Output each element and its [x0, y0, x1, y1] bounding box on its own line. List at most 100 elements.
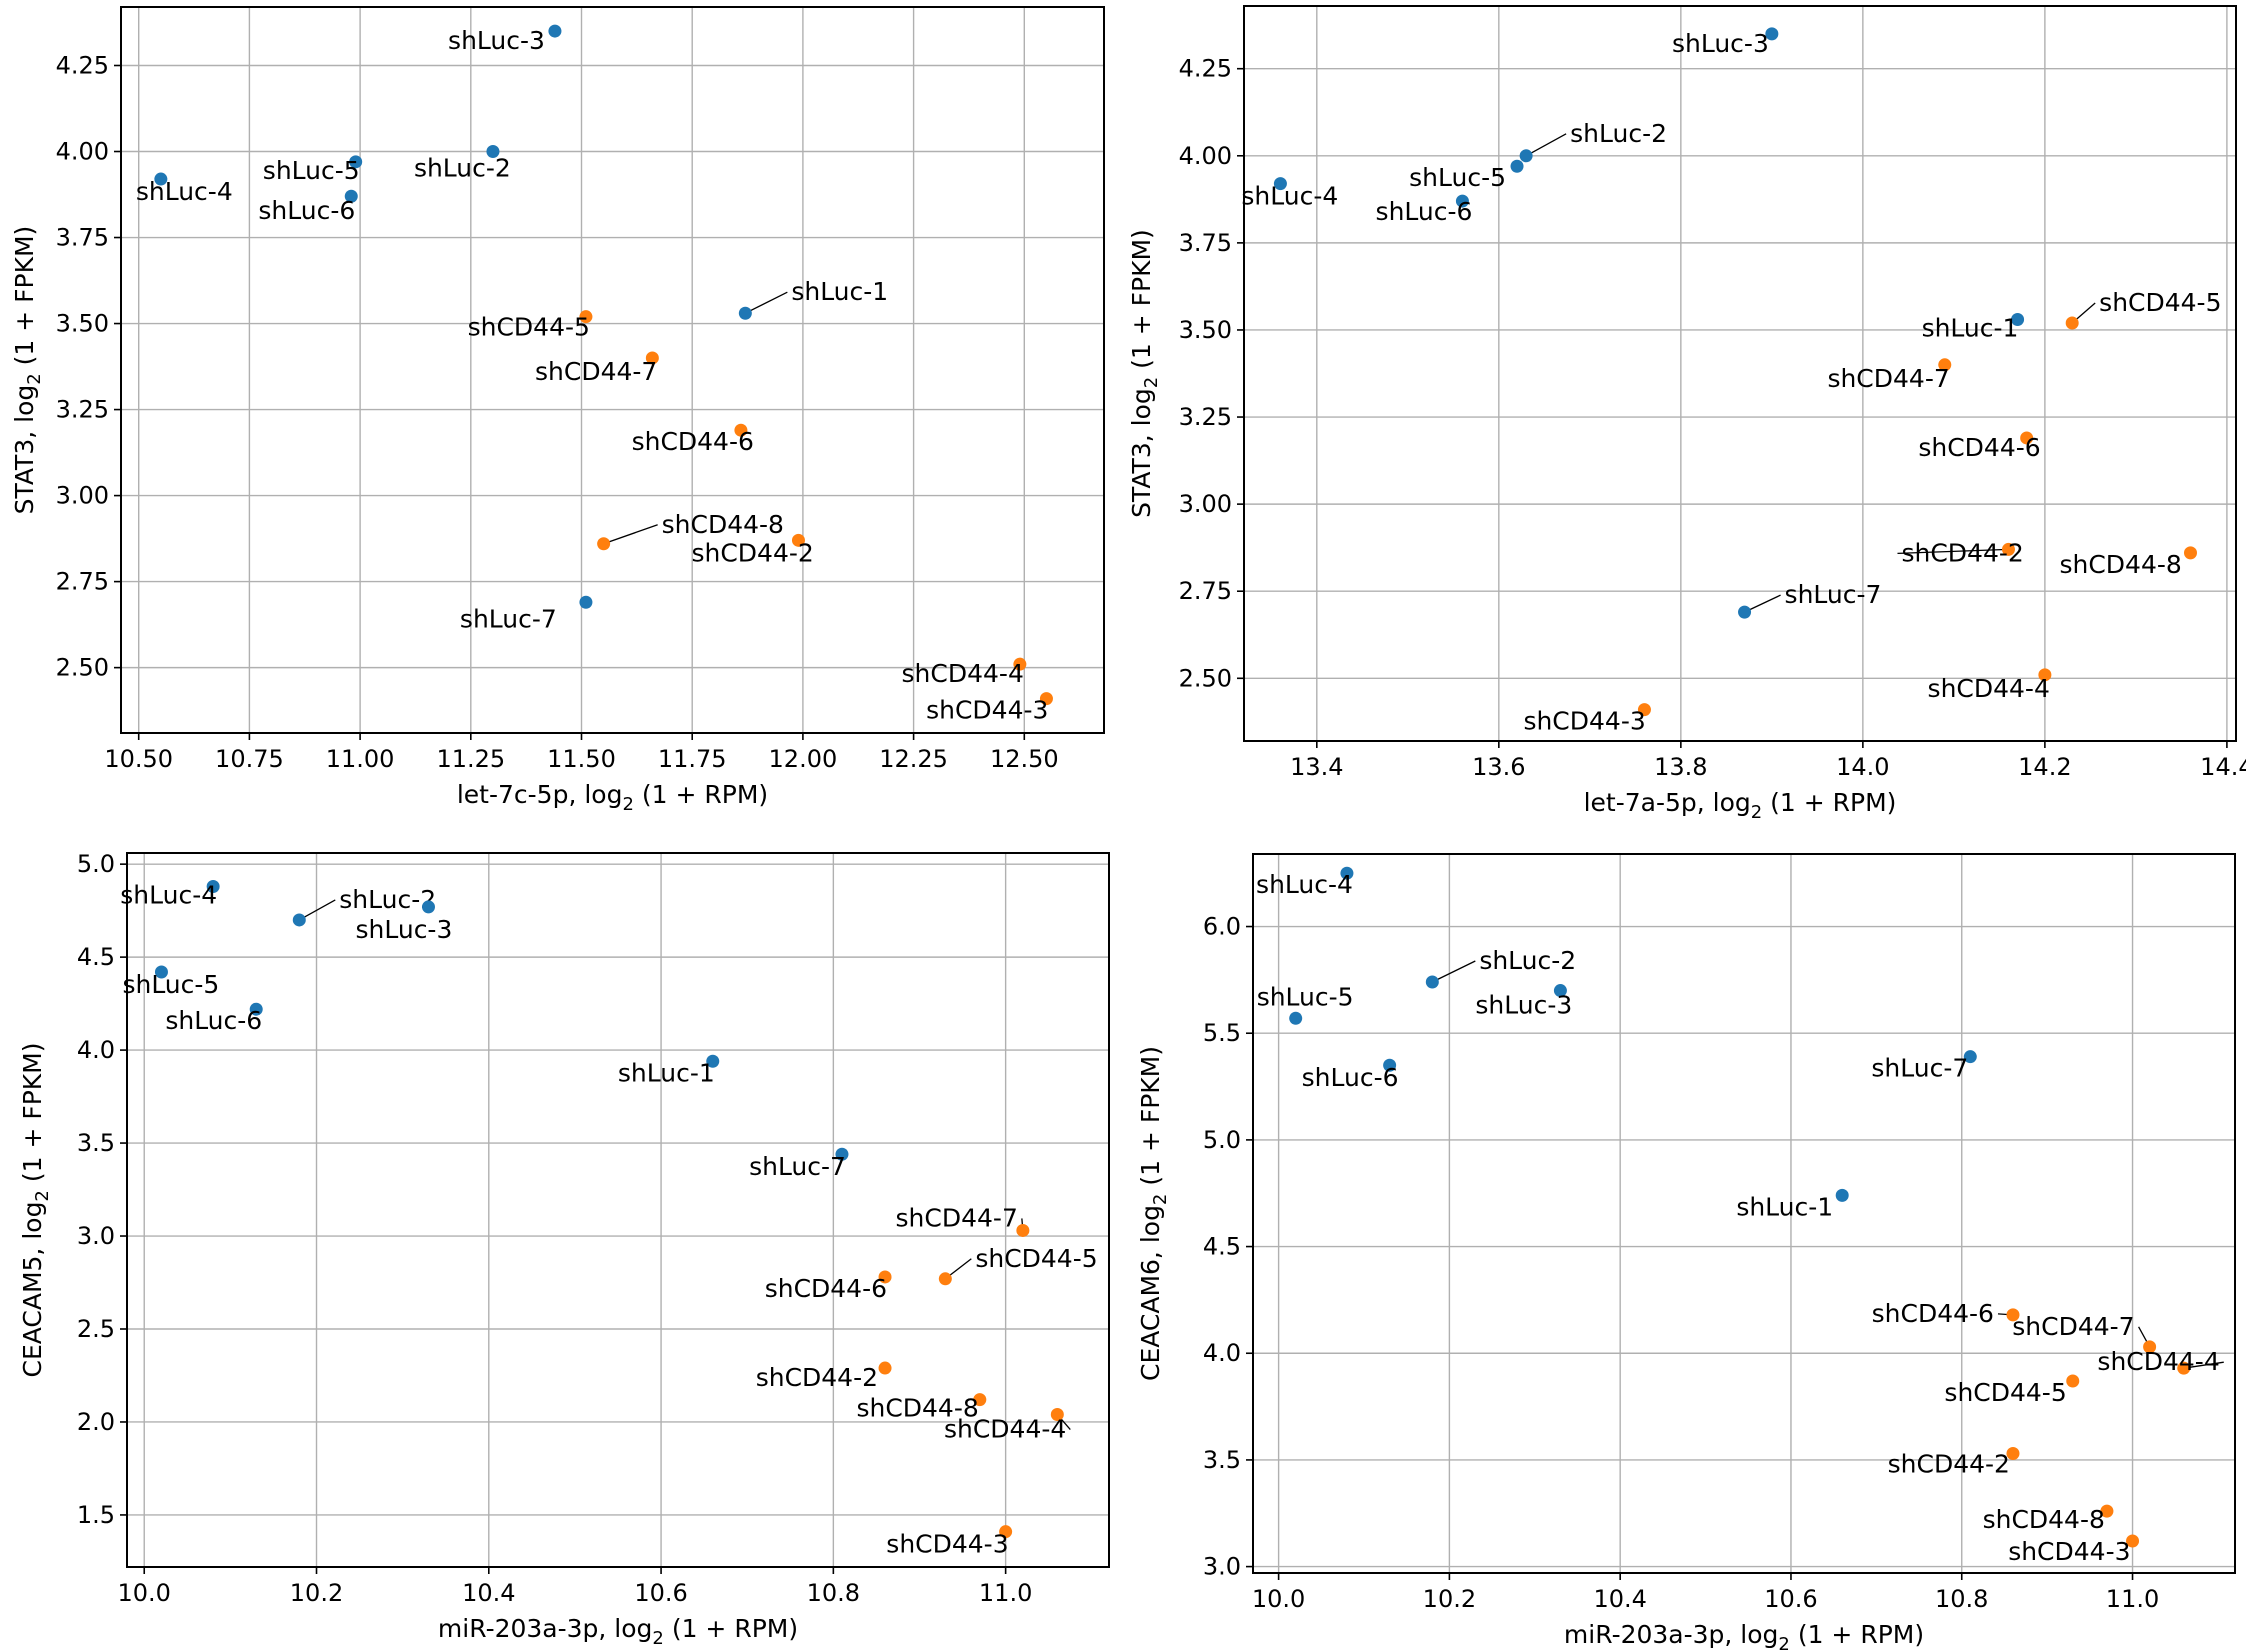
point-shluc-3 — [548, 24, 562, 38]
point-shluc-4 — [1340, 866, 1354, 880]
point-label-shluc-3: shLuc-3 — [448, 26, 545, 55]
point-label-shcd44-7: shCD44-7 — [535, 357, 657, 386]
y-tick-label: 3.25 — [56, 396, 109, 424]
y-tick-label: 4.00 — [56, 138, 109, 166]
y-tick-label: 4.0 — [1203, 1339, 1241, 1367]
x-tick-label: 12.00 — [769, 745, 838, 773]
x-tick-label: 10.8 — [807, 1579, 860, 1607]
point-shcd44-8 — [2183, 546, 2197, 560]
point-shcd44-2 — [2001, 542, 2015, 556]
point-label-shcd44-4: shCD44-4 — [2097, 1347, 2219, 1376]
point-shcd44-6 — [2006, 1308, 2020, 1322]
point-label-shluc-5: shLuc-5 — [122, 970, 219, 999]
x-tick-label: 13.6 — [1472, 753, 1525, 781]
point-label-shcd44-6: shCD44-6 — [1872, 1299, 1994, 1328]
point-shcd44-5 — [579, 310, 593, 324]
point-label-shluc-4: shLuc-4 — [1241, 182, 1338, 211]
point-shluc-2 — [1425, 975, 1439, 989]
point-shcd44-7 — [645, 351, 659, 365]
point-label-shcd44-2: shCD44-2 — [1888, 1450, 2010, 1479]
point-shluc-7 — [1963, 1050, 1977, 1064]
x-tick-label: 13.8 — [1654, 753, 1707, 781]
point-shcd44-7 — [2143, 1340, 2157, 1354]
leader-line — [2183, 1361, 2224, 1369]
point-shluc-6 — [249, 1002, 263, 1016]
x-tick-label: 13.4 — [1290, 753, 1343, 781]
point-label-shluc-6: shLuc-6 — [258, 196, 355, 225]
point-label-shluc-5: shLuc-5 — [263, 156, 360, 185]
y-axis-label: CEACAM6, log2 (1 + FPKM) — [1136, 1046, 1171, 1381]
point-label-shcd44-6: shCD44-6 — [632, 427, 754, 456]
y-tick-label: 3.25 — [1179, 403, 1232, 431]
point-label-shcd44-7: shCD44-7 — [896, 1203, 1018, 1232]
x-tick-label: 10.2 — [290, 1579, 343, 1607]
point-label-shluc-6: shLuc-6 — [1376, 197, 1473, 226]
point-label-shluc-5: shLuc-5 — [1257, 982, 1354, 1011]
y-tick-label: 5.0 — [1203, 1126, 1241, 1154]
x-tick-label: 14.2 — [2018, 753, 2071, 781]
x-tick-label: 10.0 — [118, 1579, 171, 1607]
point-label-shcd44-5: shCD44-5 — [1944, 1378, 2066, 1407]
point-label-shluc-2: shLuc-2 — [414, 154, 511, 183]
y-tick-label: 3.50 — [1179, 316, 1232, 344]
point-label-shluc-1: shLuc-1 — [791, 277, 888, 306]
point-shcd44-5 — [2065, 316, 2079, 330]
point-label-shcd44-2: shCD44-2 — [1901, 538, 2023, 567]
point-shcd44-8 — [2100, 1504, 2114, 1518]
y-tick-label: 3.75 — [56, 224, 109, 252]
point-label-shcd44-7: shCD44-7 — [1827, 364, 1949, 393]
point-shcd44-3 — [1039, 692, 1053, 706]
y-axis-label: STAT3, log2 (1 + FPKM) — [10, 226, 45, 515]
y-tick-label: 3.00 — [1179, 490, 1232, 518]
x-tick-label: 12.25 — [879, 745, 948, 773]
point-shcd44-4 — [2177, 1361, 2191, 1375]
point-label-shluc-5: shLuc-5 — [1409, 163, 1506, 192]
point-label-shluc-7: shLuc-7 — [460, 604, 557, 633]
grid — [1244, 6, 2236, 741]
y-tick-label: 4.00 — [1179, 142, 1232, 170]
y-tick-label: 5.5 — [1203, 1019, 1241, 1047]
point-shcd44-3 — [1637, 703, 1651, 717]
grid — [127, 853, 1109, 1567]
point-shluc-6 — [344, 189, 358, 203]
point-shluc-4 — [154, 172, 168, 186]
point-label-shcd44-3: shCD44-3 — [1523, 707, 1645, 736]
point-label-shcd44-2: shCD44-2 — [691, 538, 813, 567]
x-tick-label: 11.00 — [326, 745, 395, 773]
point-shluc-5 — [349, 155, 363, 169]
panel-let7c-stat3: 10.50 10.75 11.00 11.25 11.50 11.75 12.00 12.25… — [10, 6, 1105, 815]
y-tick-label: 3.0 — [77, 1222, 115, 1250]
point-label-shcd44-5: shCD44-5 — [2099, 288, 2221, 317]
point-label-shluc-4: shLuc-4 — [1256, 870, 1353, 899]
point-label-shcd44-8: shCD44-8 — [662, 510, 784, 539]
point-shcd44-5 — [2066, 1374, 2080, 1388]
point-label-shcd44-4: shCD44-4 — [944, 1415, 1066, 1444]
point-label-shluc-6: shLuc-6 — [1302, 1063, 1399, 1092]
x-tick-label: 11.50 — [547, 745, 616, 773]
point-label-shluc-7: shLuc-7 — [1871, 1054, 1968, 1083]
y-tick-label: 4.5 — [1203, 1233, 1241, 1261]
x-axis-label: let-7c-5p, log2 (1 + RPM) — [457, 780, 768, 815]
point-shluc-2 — [1519, 149, 1533, 163]
point-label-shluc-3: shLuc-3 — [1475, 991, 1572, 1020]
point-shluc-2 — [486, 145, 500, 159]
point-label-shcd44-6: shCD44-6 — [765, 1274, 887, 1303]
x-tick-label: 11.0 — [2106, 1585, 2159, 1613]
point-shluc-2 — [292, 913, 306, 927]
leader-line — [1744, 594, 1781, 613]
x-tick-label: 11.0 — [979, 1579, 1032, 1607]
x-axis-label: let-7a-5p, log2 (1 + RPM) — [1584, 788, 1897, 823]
grid — [121, 7, 1104, 733]
point-shluc-7 — [579, 595, 593, 609]
point-shluc-6 — [1383, 1058, 1397, 1072]
x-tick-label: 11.25 — [436, 745, 505, 773]
point-shluc-3 — [1553, 984, 1567, 998]
point-label-shcd44-7: shCD44-7 — [2012, 1312, 2134, 1341]
point-label-shluc-2: shLuc-2 — [339, 885, 436, 914]
x-tick-label: 14.0 — [1836, 753, 1889, 781]
x-tick-label: 10.75 — [215, 745, 284, 773]
y-tick-label: 3.5 — [1203, 1446, 1241, 1474]
